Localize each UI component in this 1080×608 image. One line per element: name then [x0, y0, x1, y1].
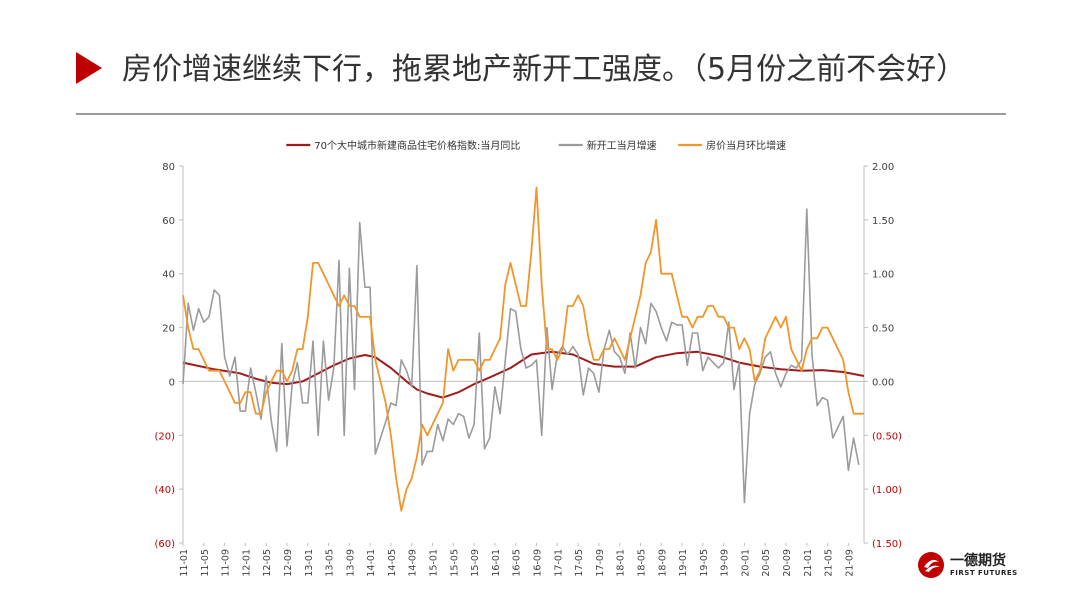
x-axis-tick-label: 14-09	[408, 549, 419, 577]
x-axis-tick-label: 17-05	[574, 549, 585, 577]
x-axis-tick-label: 18-05	[636, 549, 647, 577]
x-axis-tick-label: 19-09	[720, 549, 731, 577]
x-axis-tick-label: 13-09	[345, 549, 356, 577]
x-axis-tick-label: 16-09	[532, 549, 543, 577]
company-logo: 一德期货 FIRST FUTURES	[916, 550, 1018, 584]
series-line-3	[182, 186, 864, 512]
right-axis-tick-label: 0.50	[872, 324, 894, 335]
x-axis-tick-label: 14-01	[366, 549, 377, 577]
x-axis-tick-label: 19-05	[699, 549, 710, 577]
x-axis-tick-label: 15-05	[449, 549, 460, 577]
logo-name-cn: 一德期货	[950, 553, 1006, 569]
x-axis-tick-label: 21-05	[824, 549, 835, 577]
x-axis-tick-label: 15-09	[470, 549, 481, 577]
right-axis-tick-label: (0.50)	[872, 431, 902, 442]
slide-header: 房价增速继续下行，拖累地产新开工强度。（5月份之前不会好）	[0, 0, 1080, 120]
x-axis-tick-label: 12-01	[241, 549, 252, 577]
x-axis-tick-label: 11-05	[200, 549, 211, 577]
series-line-2	[182, 208, 860, 504]
x-axis-tick-label: 17-09	[595, 549, 606, 577]
x-axis-tick-label: 19-01	[678, 549, 689, 577]
x-axis-tick-label: 21-09	[844, 549, 855, 577]
x-axis-tick-label: 16-01	[491, 549, 502, 577]
x-axis-tick-label: 18-01	[616, 549, 627, 577]
left-axis-tick-label: 40	[162, 270, 175, 281]
x-axis-tick-label: 18-09	[657, 549, 668, 577]
x-axis-tick-label: 12-09	[283, 549, 294, 577]
left-axis-tick-label: (40)	[154, 485, 175, 496]
x-axis-tick-label: 14-05	[387, 549, 398, 577]
x-axis-tick-label: 16-05	[512, 549, 523, 577]
left-axis-tick-label: 80	[162, 162, 175, 173]
x-axis-tick-label: 12-05	[262, 549, 273, 577]
right-axis-tick-label: 1.50	[872, 216, 894, 227]
left-axis-tick-label: 0	[169, 377, 175, 388]
legend-label-2: 新开工当月增速	[587, 139, 657, 152]
right-axis-tick-label: 2.00	[872, 162, 894, 173]
left-axis-tick-label: 20	[162, 324, 175, 335]
left-axis-tick-label: (60)	[154, 539, 175, 550]
x-axis-tick-label: 13-01	[304, 549, 315, 577]
right-axis-tick-label: 0.00	[872, 377, 894, 388]
x-axis-tick-label: 15-01	[429, 549, 440, 577]
x-axis-tick-label: 11-09	[221, 549, 232, 577]
x-axis-tick-label: 20-05	[761, 549, 772, 577]
logo-name-en: FIRST FUTURES	[950, 569, 1018, 577]
slide-title: 房价增速继续下行，拖累地产新开工强度。（5月份之前不会好）	[122, 52, 967, 87]
x-axis-tick-label: 20-09	[782, 549, 793, 577]
legend-label-3: 房价当月环比增速	[706, 139, 786, 152]
x-axis-tick-label: 20-01	[740, 549, 751, 577]
right-axis-tick-label: (1.00)	[872, 485, 902, 496]
x-axis-tick-label: 17-01	[553, 549, 564, 577]
left-axis-tick-label: (20)	[154, 431, 175, 442]
x-axis-tick-label: 11-01	[179, 549, 190, 577]
left-axis-tick-label: 60	[162, 216, 175, 227]
x-axis-tick-label: 21-01	[803, 549, 814, 577]
title-divider	[76, 113, 1006, 115]
logo-mark-icon	[918, 552, 944, 578]
right-axis-tick-label: 1.00	[872, 270, 894, 281]
legend-label-1: 70个大中城市新建商品住宅价格指数:当月同比	[314, 139, 520, 152]
right-axis-tick-label: (1.50)	[872, 539, 902, 550]
x-axis-tick-label: 13-05	[325, 549, 336, 577]
title-arrow-icon	[76, 52, 102, 84]
